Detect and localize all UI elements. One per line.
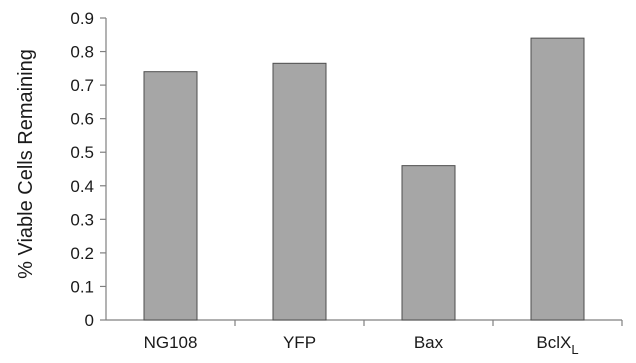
- bar-yfp: [272, 62, 327, 321]
- x-tick-label-text: Bax: [414, 333, 444, 352]
- y-tick-label: 0.7: [70, 76, 94, 95]
- bar-bax: [401, 165, 456, 321]
- y-tick-label: 0.2: [70, 244, 94, 263]
- y-tick-label: 0.4: [70, 177, 94, 196]
- y-tick-label: 0: [85, 311, 94, 330]
- x-tick-label: BclXL: [536, 333, 578, 357]
- y-tick-label: 0.6: [70, 110, 94, 129]
- y-tick-label: 0.9: [70, 9, 94, 28]
- y-tick-label: 0.8: [70, 43, 94, 62]
- plot-area: 0 0.1 0.2 0.3 0.4 0.5 0.6 0.7 0.8 0.9 NG108 YFP Bax B…: [70, 9, 623, 357]
- y-axis-title-group: % Viable Cells Remaining: [15, 49, 37, 279]
- x-tick-label-text: BclX: [536, 333, 571, 352]
- x-tick-label: NG108: [144, 333, 198, 352]
- x-tick-label: Bax: [414, 333, 444, 352]
- x-tick-label-text: YFP: [283, 333, 316, 352]
- y-axis-title: % Viable Cells Remaining: [15, 49, 37, 279]
- y-tick-label: 0.1: [70, 277, 94, 296]
- bar-ng108: [143, 71, 198, 321]
- x-tick-label-subscript: L: [571, 342, 578, 357]
- bar-bclx: [530, 37, 585, 321]
- y-tick-label: 0.3: [70, 210, 94, 229]
- x-tick-label-text: NG108: [144, 333, 198, 352]
- x-tick-label: YFP: [283, 333, 316, 352]
- y-tick-label: 0.5: [70, 143, 94, 162]
